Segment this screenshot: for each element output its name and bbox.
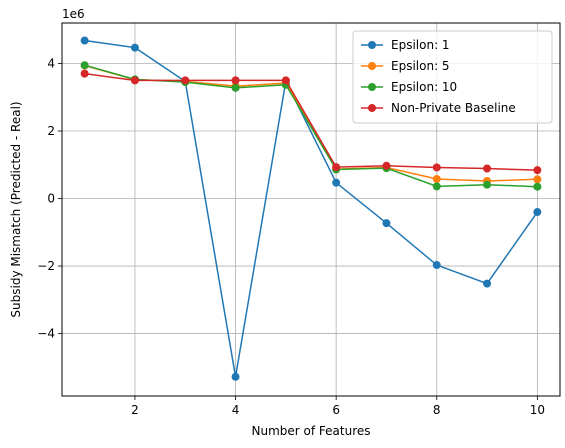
x-tick-label: 10 [530, 403, 545, 417]
y-tick-label: 4 [47, 57, 55, 71]
data-point [131, 76, 139, 84]
legend-label: Epsilon: 1 [391, 38, 450, 52]
data-point [81, 37, 89, 45]
data-point [181, 76, 189, 84]
data-point [282, 76, 290, 84]
x-tick-label: 4 [232, 403, 240, 417]
legend-marker [368, 41, 376, 49]
data-point [81, 61, 89, 69]
y-tick-label: −4 [37, 327, 55, 341]
data-point [483, 181, 491, 189]
data-point [382, 219, 390, 227]
data-point [232, 373, 240, 381]
data-point [232, 76, 240, 84]
data-point [131, 44, 139, 52]
data-point [483, 164, 491, 172]
data-point [433, 175, 441, 183]
data-point [332, 179, 340, 187]
legend-label: Non-Private Baseline [391, 101, 516, 115]
data-point [533, 166, 541, 174]
data-point [483, 280, 491, 288]
data-point [533, 183, 541, 191]
x-tick-label: 6 [332, 403, 340, 417]
data-point [533, 208, 541, 216]
data-point [232, 84, 240, 92]
data-point [81, 70, 89, 78]
x-axis-label: Number of Features [252, 424, 371, 438]
x-tick-label: 2 [131, 403, 139, 417]
legend-marker [368, 104, 376, 112]
legend-label: Epsilon: 5 [391, 59, 450, 73]
legend-marker [368, 62, 376, 70]
data-point [433, 182, 441, 190]
data-point [332, 163, 340, 171]
legend-label: Epsilon: 10 [391, 80, 457, 94]
data-point [433, 163, 441, 171]
y-tick-label: 2 [47, 124, 55, 138]
y-axis-label: Subsidy Mismatch (Predicted - Real) [9, 101, 23, 317]
x-tick-label: 8 [433, 403, 441, 417]
y-tick-label: 0 [47, 192, 55, 206]
data-point [382, 162, 390, 170]
data-point [433, 261, 441, 269]
y-offset-text: 1e6 [62, 7, 85, 21]
legend-marker [368, 83, 376, 91]
legend: Epsilon: 1 Epsilon: 5 Epsilon: 10 Non-Priva… [353, 31, 552, 123]
data-point [533, 175, 541, 183]
y-tick-label: −2 [37, 259, 55, 273]
